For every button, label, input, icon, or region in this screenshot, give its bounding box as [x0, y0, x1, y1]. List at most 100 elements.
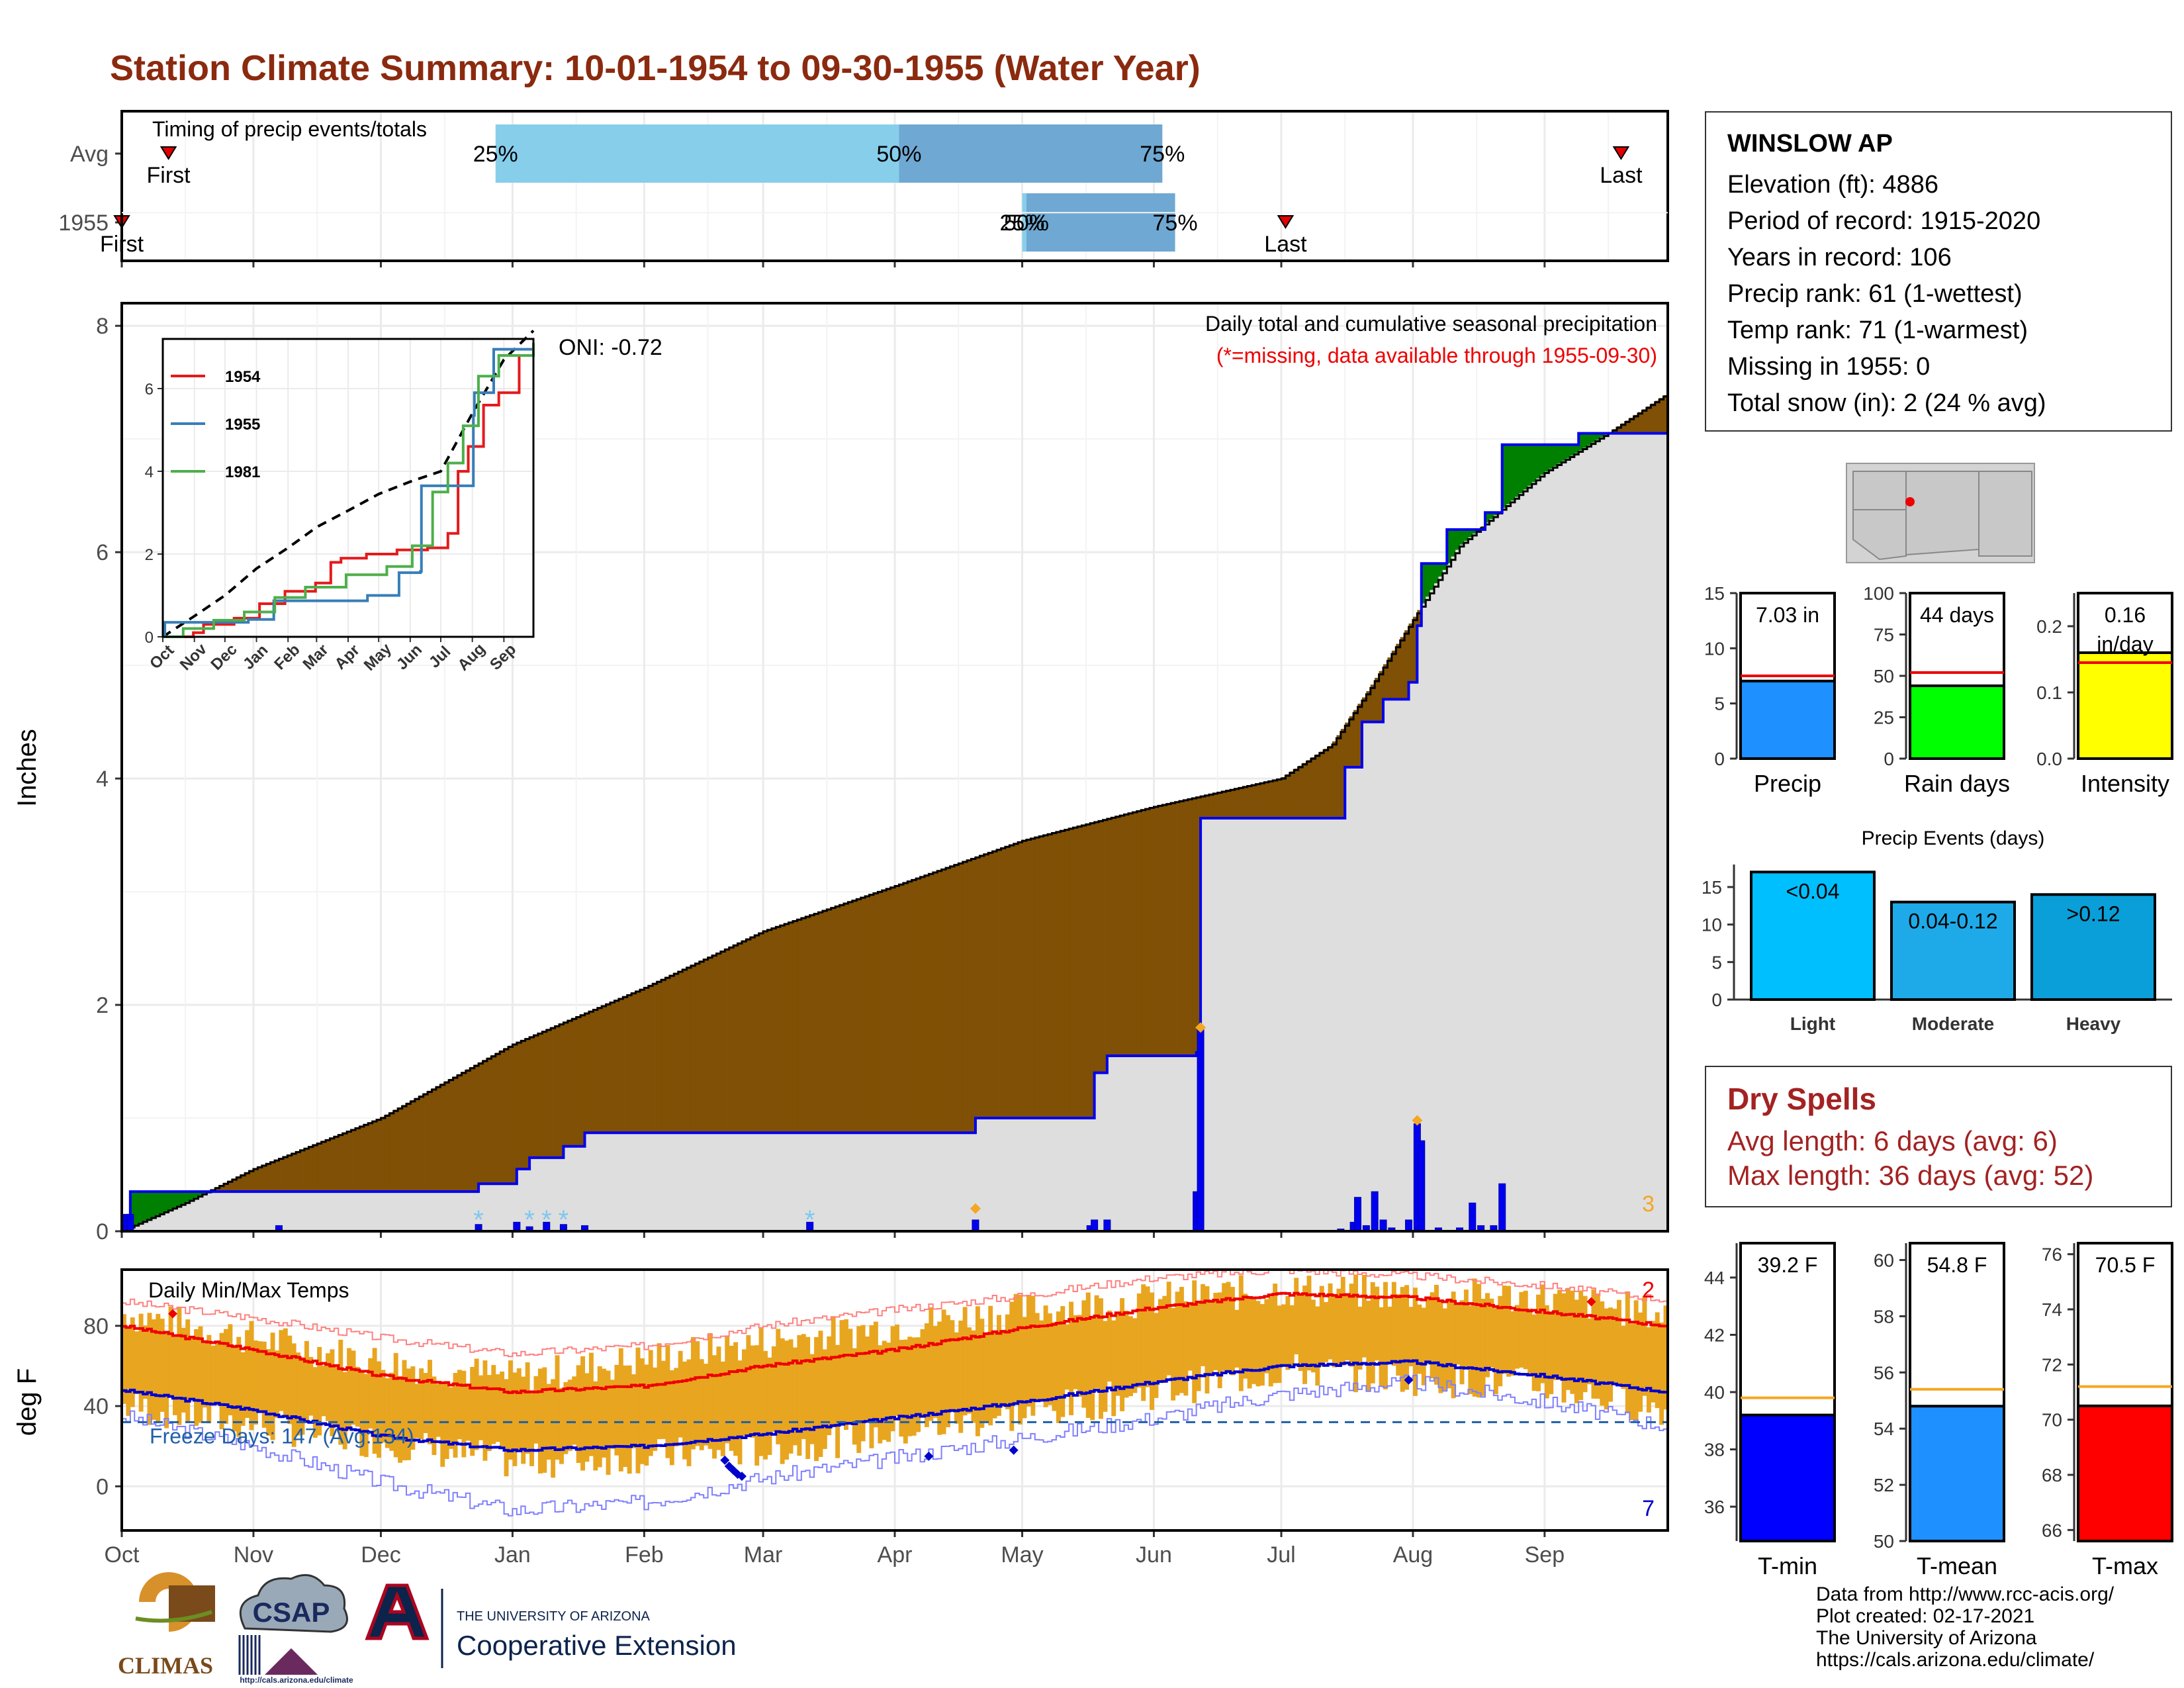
precip-below-avg-fill [261, 1164, 267, 1192]
precip-below-avg-fill [639, 988, 645, 1133]
precip-below-avg-fill [537, 1032, 543, 1158]
temps-daily-range-bar [1578, 1290, 1584, 1401]
precip-below-avg-fill [457, 1074, 463, 1192]
precip-above-avg-fill [1489, 512, 1494, 519]
temps-daily-range-bar [1485, 1293, 1490, 1378]
precip-below-avg-fill [958, 863, 964, 1133]
temps-daily-range-bar [1243, 1293, 1248, 1379]
temps-daily-range-bar [1345, 1295, 1350, 1360]
temp-gauge-t-min-value-bar [1739, 1413, 1836, 1543]
precip-below-avg-fill [1094, 821, 1099, 1073]
precip-base-fill [147, 1219, 152, 1231]
precip-above-avg-fill [156, 1192, 161, 1215]
temps-daily-range-bar [1043, 1305, 1048, 1407]
temps-daily-range-bar [1230, 1287, 1235, 1376]
gauge-intensity-y-tick-label: 0.1 [2036, 682, 2062, 703]
temps-daily-range-bar [1493, 1308, 1498, 1395]
precip-base-fill [1001, 1118, 1006, 1231]
precip-below-avg-fill [767, 929, 772, 1133]
precip-below-avg-fill [780, 924, 785, 1133]
precip-below-avg-fill [1332, 741, 1338, 818]
precip-below-avg-fill [792, 920, 797, 1133]
temps-daily-range-bar [1039, 1320, 1044, 1401]
precip-base-fill [669, 1133, 674, 1231]
temps-daily-range-bar [261, 1341, 267, 1428]
precip-base-fill [907, 1133, 913, 1231]
temps-daily-range-bar [542, 1367, 547, 1473]
precip-base-fill [1315, 818, 1320, 1231]
precip-base-fill [1306, 818, 1312, 1231]
precip-below-avg-fill [1310, 757, 1316, 818]
precip-above-avg-fill [1502, 444, 1507, 508]
precip-below-avg-fill [967, 859, 972, 1133]
precip-base-fill [1404, 699, 1410, 1231]
precip-base-fill [377, 1192, 382, 1231]
precip-below-avg-fill [1166, 803, 1171, 1056]
precip-avg-line [122, 393, 1668, 1231]
credits-url: https://cals.arizona.edu/climate/ [1816, 1649, 2095, 1671]
temps-daily-range-bar [177, 1307, 182, 1425]
precip-above-avg-fill [1574, 444, 1579, 453]
precip-below-avg-fill [1111, 817, 1116, 1056]
temps-daily-range-bar [580, 1356, 586, 1471]
precip-above-avg-fill [181, 1192, 186, 1204]
temps-x-tick-label: Jan [494, 1542, 531, 1568]
gauge-rain-days-y-tick-label: 0 [1884, 749, 1894, 769]
map-state-shape [1852, 509, 1907, 561]
precip-below-avg-fill [1115, 816, 1120, 1056]
precip-below-avg-fill [308, 1146, 314, 1192]
temps-daily-range-bar [1289, 1305, 1295, 1367]
precip-below-avg-fill [997, 849, 1002, 1119]
csap-mountain-icon [265, 1648, 318, 1675]
timing-bar-50-75 [1026, 193, 1175, 252]
precip-base-fill [1574, 453, 1579, 1231]
temps-daily-range-bar [381, 1370, 386, 1443]
precip-below-avg-fill [542, 1031, 547, 1158]
precip-base-fill [1030, 1118, 1036, 1231]
precip-below-avg-fill [1099, 820, 1104, 1073]
precip-below-avg-fill [1018, 841, 1023, 1119]
precip-base-fill [1400, 699, 1405, 1231]
precip-below-avg-fill [521, 1039, 526, 1169]
precip-below-avg-fill [1277, 778, 1282, 818]
temps-daily-range-bar [860, 1325, 866, 1442]
temps-daily-range-bar [1421, 1307, 1426, 1385]
temps-daily-range-bar [151, 1319, 156, 1420]
precip-below-avg-fill [950, 865, 955, 1133]
temps-daily-range-bar [835, 1344, 841, 1458]
temps-daily-range-bar [1396, 1294, 1401, 1376]
precip-below-avg-fill [674, 972, 679, 1133]
temps-daily-range-bar [389, 1372, 394, 1451]
station-info-box: WINSLOW AP Elevation (ft): 4886 Period o… [1705, 111, 2172, 432]
timing-marker-first [159, 146, 177, 160]
temps-daily-range-bar [317, 1346, 322, 1436]
temps-daily-range-bar [707, 1333, 713, 1449]
precip-above-avg-fill [1447, 529, 1452, 563]
temp-gauge-t-mean-y-tick-label: 50 [1874, 1531, 1894, 1552]
precip-base-fill [491, 1184, 496, 1231]
precip-below-avg-fill [1013, 843, 1019, 1119]
precip-daily-bar [972, 1219, 979, 1231]
temps-avg-max-line [122, 1291, 1668, 1394]
precip-below-avg-fill [1145, 808, 1150, 1056]
precip-base-fill [1064, 1118, 1069, 1231]
temps-daily-range-bar [1255, 1301, 1261, 1387]
climas-logo-text: CLIMAS [118, 1652, 213, 1679]
precip-above-avg-fill [1544, 444, 1549, 472]
precip-below-avg-fill [1336, 735, 1342, 818]
precip-base-fill [151, 1217, 156, 1231]
temps-plot-content [122, 1270, 1668, 1517]
temps-daily-range-bar [270, 1333, 275, 1440]
precip-below-avg-fill [865, 895, 870, 1133]
temps-daily-range-bar [767, 1357, 772, 1455]
precip-below-avg-fill [414, 1098, 420, 1192]
precip-base-fill [1162, 1055, 1167, 1231]
temps-daily-range-bar [525, 1362, 530, 1454]
station-precip-rank: Precip rank: 61 (1-wettest) [1727, 280, 2023, 308]
precip-base-fill [1587, 445, 1592, 1231]
precip-base-fill [865, 1133, 870, 1231]
precip-below-avg-fill [1141, 809, 1146, 1056]
temps-daily-range-bar [827, 1336, 832, 1436]
precip-base-fill [1103, 1072, 1108, 1231]
precip-below-avg-fill [839, 904, 844, 1133]
